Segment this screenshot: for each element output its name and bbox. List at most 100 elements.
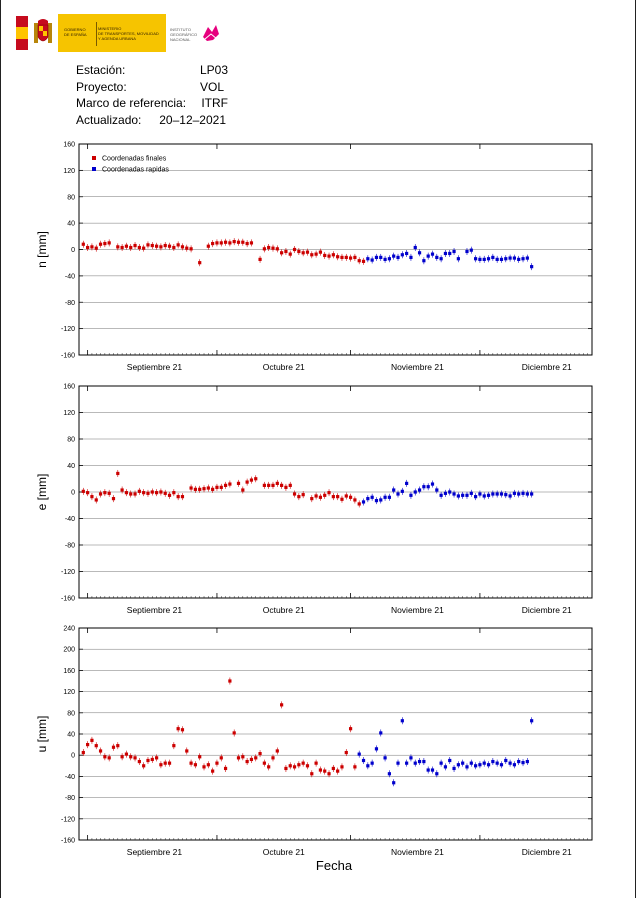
final-data-point [236, 238, 241, 246]
final-data-point [185, 747, 189, 755]
point-marker [422, 759, 426, 764]
y-tick-label: 80 [67, 194, 75, 201]
point-marker [331, 766, 335, 771]
final-data-point [318, 248, 323, 256]
point-marker [159, 490, 163, 494]
final-data-point [327, 252, 331, 260]
point-marker [297, 495, 301, 499]
rapid-data-point [478, 761, 482, 769]
final-data-point [361, 257, 366, 265]
rapid-data-point [392, 779, 396, 787]
point-marker [167, 493, 172, 497]
point-marker [254, 756, 258, 760]
rapid-data-point [422, 257, 426, 265]
point-marker [284, 766, 288, 771]
rapid-data-point [525, 490, 529, 498]
point-marker [452, 766, 456, 771]
point-marker [124, 244, 129, 248]
final-data-point [94, 244, 98, 252]
rapid-data-point [530, 717, 534, 725]
government-line: DE ESPAÑA [64, 32, 87, 37]
final-data-point [133, 242, 137, 250]
y-tick-label: 160 [63, 384, 75, 391]
rapid-data-point [517, 490, 521, 498]
point-marker [405, 761, 409, 765]
rapid-data-point [486, 761, 491, 769]
final-data-point [154, 242, 159, 250]
frame-row: Marco de referencia: ITRF [76, 95, 236, 112]
point-marker [314, 761, 318, 765]
point-marker [400, 253, 404, 257]
rapid-data-point [452, 247, 456, 255]
point-marker [491, 759, 495, 764]
point-marker [142, 246, 146, 250]
final-data-point [284, 247, 288, 255]
rapid-data-point [508, 492, 512, 500]
rapid-data-point [413, 488, 417, 496]
point-marker [439, 257, 443, 261]
final-data-point [318, 766, 323, 774]
point-marker [310, 497, 314, 501]
final-data-point [284, 483, 288, 491]
month-label: Diciembre 21 [522, 605, 572, 615]
final-data-point [353, 253, 357, 261]
point-marker [482, 257, 486, 261]
final-data-point [211, 767, 215, 775]
point-marker [409, 255, 413, 260]
final-data-point [344, 749, 348, 757]
rapid-data-point [491, 490, 495, 498]
rapid-data-point [443, 489, 448, 497]
point-marker [111, 497, 116, 501]
point-marker [137, 759, 141, 764]
final-data-point [215, 239, 219, 247]
final-data-point [120, 486, 124, 494]
final-data-point [163, 489, 167, 497]
point-marker [86, 743, 90, 747]
final-data-point [215, 759, 219, 767]
y-tick-label: 40 [67, 463, 75, 470]
final-data-point [206, 761, 210, 769]
point-marker [405, 251, 409, 256]
point-marker [262, 247, 266, 251]
rapid-data-point [422, 483, 426, 491]
point-marker [465, 765, 469, 769]
final-data-point [327, 770, 331, 778]
final-data-point [90, 736, 94, 744]
final-data-point [254, 475, 258, 483]
point-marker [284, 485, 288, 489]
final-data-point [167, 759, 172, 767]
final-data-point [275, 479, 279, 487]
y-axis-label: n [mm] [35, 231, 49, 268]
y-tick-label: -80 [65, 543, 75, 550]
point-marker [374, 255, 379, 260]
final-data-point [103, 489, 107, 497]
rapid-data-point [491, 253, 495, 261]
point-marker [297, 763, 301, 767]
point-marker [301, 493, 305, 497]
point-marker [275, 481, 279, 485]
rapid-data-point [366, 762, 370, 770]
point-marker [107, 756, 111, 760]
rapid-data-point [405, 479, 409, 487]
ign-line: NACIONAL [170, 37, 191, 42]
final-data-point [94, 496, 98, 504]
point-marker [211, 769, 215, 773]
point-marker [508, 761, 512, 765]
point-marker [189, 247, 193, 251]
point-marker [90, 245, 94, 249]
point-marker [530, 265, 534, 269]
rapid-data-point [430, 766, 435, 774]
point-marker [262, 483, 266, 487]
final-data-point [81, 240, 85, 248]
final-data-point [206, 242, 210, 250]
updated-value: 20–12–2021 [159, 112, 226, 127]
point-marker [129, 492, 133, 496]
point-marker [443, 251, 448, 256]
project-row: Proyecto: VOL [76, 79, 236, 96]
point-marker [81, 242, 85, 246]
point-marker [206, 244, 210, 248]
point-marker [517, 492, 521, 496]
station-value: LP03 [199, 63, 228, 77]
point-marker [284, 249, 288, 254]
point-marker [413, 245, 417, 250]
